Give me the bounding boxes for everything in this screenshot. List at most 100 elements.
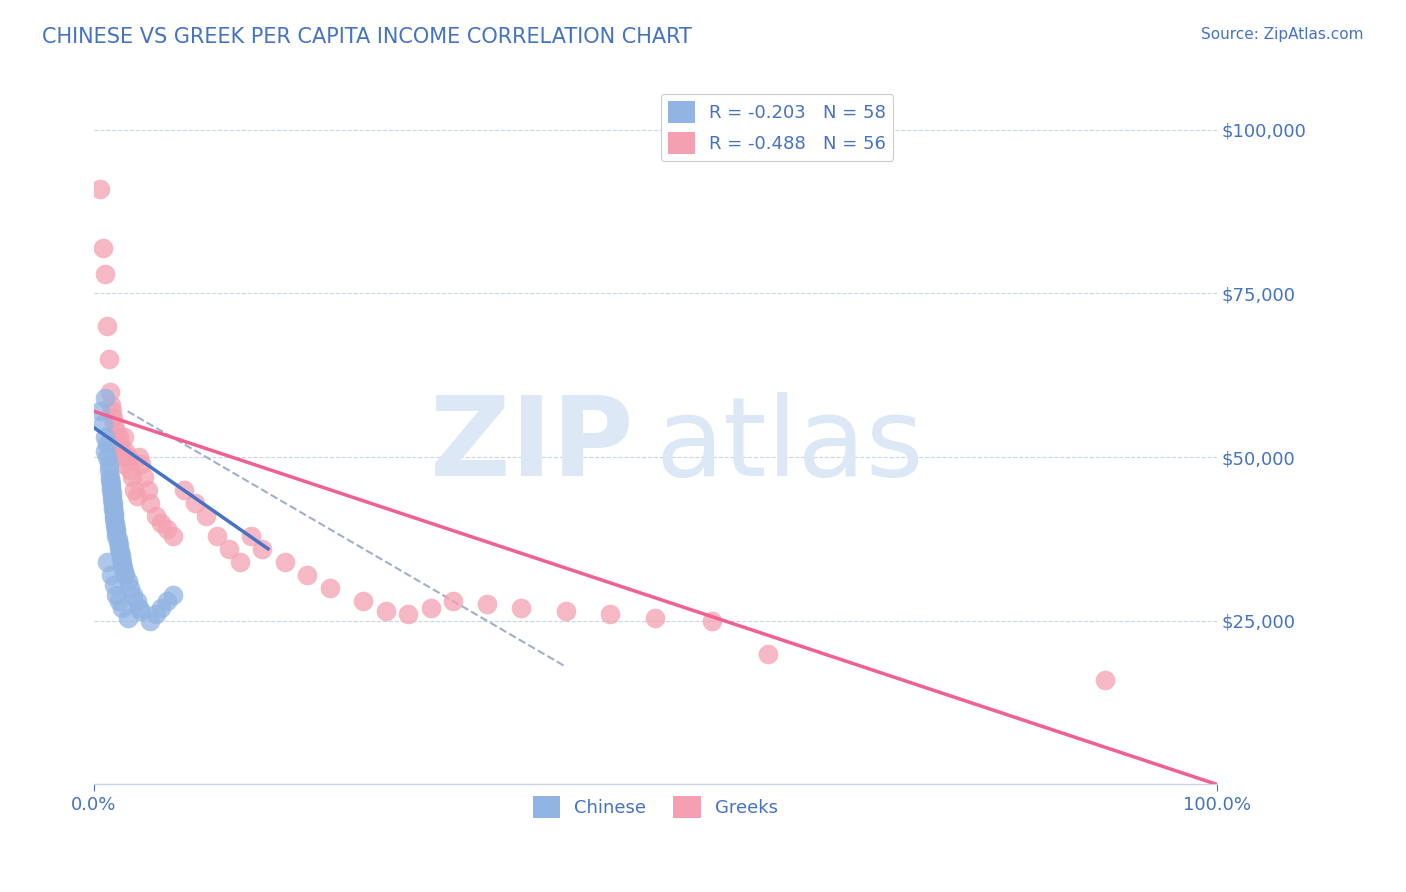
Point [112,457,135,471]
Point [117,574,139,589]
Point [108,545,131,559]
Point [103,506,125,520]
Point [112,561,135,575]
Point [101,496,124,510]
Point [554,604,576,618]
Point [156,522,179,536]
Point [125,594,148,608]
Point [129,457,152,471]
Point [118,463,141,477]
Point [150,600,173,615]
Point [103,509,125,524]
Point [352,594,374,608]
Point [96,555,118,569]
Point [105,588,128,602]
Point [114,568,136,582]
Point [110,443,132,458]
Point [145,509,167,524]
Point [105,529,128,543]
Point [105,424,128,438]
Point [100,476,122,491]
Point [97,457,120,471]
Point [103,417,125,432]
Point [89,404,111,418]
Point [162,588,184,602]
Legend: Chinese, Greeks: Chinese, Greeks [526,789,785,825]
Point [644,610,666,624]
Point [240,529,263,543]
Point [111,558,134,573]
Point [297,568,319,582]
Point [91,417,114,432]
Point [105,525,128,540]
Point [252,541,274,556]
Point [100,479,122,493]
Point [96,437,118,451]
Point [94,430,117,444]
Point [101,500,124,514]
Point [173,483,195,497]
Point [396,607,419,622]
Point [139,496,162,510]
Point [107,532,129,546]
Point [104,519,127,533]
Point [125,489,148,503]
Point [105,522,128,536]
Point [134,469,156,483]
Point [441,594,464,608]
Point [101,502,124,516]
Point [274,555,297,569]
Point [150,516,173,530]
Point [111,600,134,615]
Point [111,555,134,569]
Point [117,610,139,624]
Point [96,450,118,464]
Point [509,600,531,615]
Point [599,607,621,622]
Point [98,384,121,399]
Point [94,443,117,458]
Point [98,469,121,483]
Point [756,647,779,661]
Point [110,549,132,563]
Point [107,594,129,608]
Point [129,604,152,618]
Point [229,555,252,569]
Point [122,588,145,602]
Text: ZIP: ZIP [430,392,633,499]
Point [97,463,120,477]
Point [104,516,127,530]
Point [108,437,131,451]
Point [128,450,150,464]
Point [111,450,134,464]
Point [98,473,121,487]
Point [195,509,218,524]
Point [374,604,396,618]
Point [184,496,207,510]
Point [100,398,122,412]
Text: Source: ZipAtlas.com: Source: ZipAtlas.com [1201,27,1364,42]
Point [419,600,441,615]
Point [136,483,159,497]
Point [101,492,124,507]
Point [112,430,135,444]
Point [124,483,146,497]
Point [128,600,150,615]
Point [91,241,114,255]
Point [139,614,162,628]
Point [162,529,184,543]
Point [117,450,139,464]
Point [319,581,342,595]
Point [89,182,111,196]
Point [96,319,118,334]
Point [97,351,120,366]
Point [112,565,135,579]
Point [101,404,124,418]
Point [94,267,117,281]
Point [103,512,125,526]
Point [700,614,723,628]
Point [107,535,129,549]
Point [207,529,229,543]
Point [1094,673,1116,687]
Point [94,391,117,405]
